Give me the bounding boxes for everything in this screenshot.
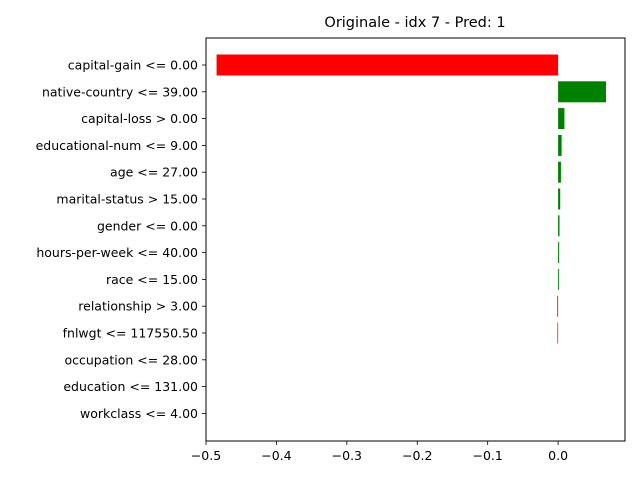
y-tick-label-13: workclass <= 4.00 bbox=[80, 406, 198, 421]
x-tick-label-2: −0.3 bbox=[332, 448, 362, 463]
y-tick-label-9: relationship > 3.00 bbox=[78, 299, 198, 314]
bar-4 bbox=[558, 161, 561, 183]
y-tick-label-2: capital-loss > 0.00 bbox=[81, 111, 198, 126]
bar-5 bbox=[558, 188, 561, 210]
x-ticks: −0.5 −0.4 −0.3 −0.2 −0.1 0.0 bbox=[191, 441, 568, 463]
plot-frame bbox=[205, 37, 626, 442]
y-tick-label-3: educational-num <= 9.00 bbox=[36, 138, 198, 153]
bar-9 bbox=[557, 295, 559, 317]
x-tick-label-0: −0.5 bbox=[191, 448, 221, 463]
bar-7 bbox=[558, 242, 560, 264]
bar-6 bbox=[558, 215, 560, 237]
y-tick-label-5: marital-status > 15.00 bbox=[56, 192, 198, 207]
bar-1 bbox=[558, 81, 606, 103]
x-tick-label-3: −0.2 bbox=[402, 448, 432, 463]
bar-10 bbox=[557, 322, 559, 344]
x-tick-label-5: 0.0 bbox=[548, 448, 568, 463]
y-tick-label-8: race <= 15.00 bbox=[106, 272, 198, 287]
bar-0 bbox=[216, 54, 559, 76]
bar-2 bbox=[558, 108, 565, 130]
bar-3 bbox=[558, 134, 562, 156]
y-tick-label-7: hours-per-week <= 40.00 bbox=[36, 245, 198, 260]
y-tick-label-6: gender <= 0.00 bbox=[97, 218, 198, 233]
y-tick-label-10: fnlwgt <= 117550.50 bbox=[63, 326, 198, 341]
bar-8 bbox=[558, 268, 559, 290]
chart-title: Originale - idx 7 - Pred: 1 bbox=[324, 15, 505, 31]
bars-group bbox=[216, 54, 606, 344]
y-tick-label-12: education <= 131.00 bbox=[63, 379, 198, 394]
y-tick-labels: capital-gain <= 0.00 native-country <= 39… bbox=[36, 58, 206, 421]
y-tick-label-4: age <= 27.00 bbox=[110, 165, 198, 180]
y-tick-label-11: occupation <= 28.00 bbox=[64, 352, 198, 367]
y-tick-label-0: capital-gain <= 0.00 bbox=[68, 58, 198, 73]
x-tick-label-4: −0.1 bbox=[473, 448, 503, 463]
x-tick-label-1: −0.4 bbox=[261, 448, 291, 463]
y-tick-label-1: native-country <= 39.00 bbox=[42, 84, 198, 99]
